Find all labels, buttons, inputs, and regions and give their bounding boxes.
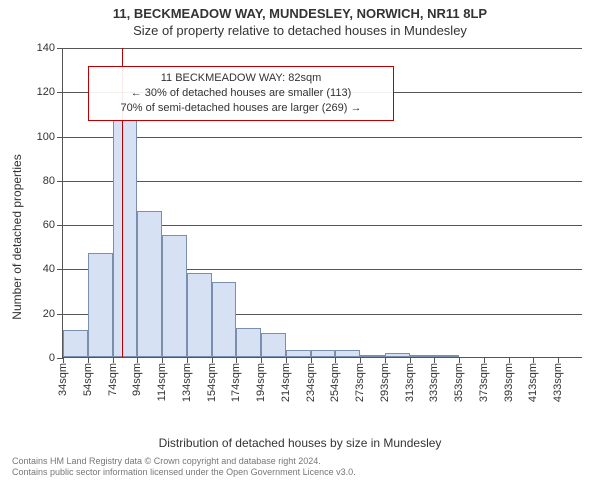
y-tick-label: 60 xyxy=(43,219,55,231)
footnote-line1: Contains HM Land Registry data © Crown c… xyxy=(12,456,588,467)
histogram-bar xyxy=(434,355,459,357)
x-tick-label: 214sqm xyxy=(280,363,292,402)
y-tick-label: 140 xyxy=(37,42,55,54)
footnote: Contains HM Land Registry data © Crown c… xyxy=(0,450,600,479)
x-tick-label: 353sqm xyxy=(453,363,465,402)
plot-area: 02040608010012014034sqm54sqm74sqm94sqm11… xyxy=(62,48,582,358)
histogram-bar xyxy=(236,328,261,357)
x-tick-label: 433sqm xyxy=(552,363,564,402)
y-tick-label: 120 xyxy=(37,86,55,98)
grid-line xyxy=(63,48,582,49)
page-title-line2: Size of property relative to detached ho… xyxy=(0,21,600,38)
y-tick xyxy=(57,48,63,49)
x-tick-label: 313sqm xyxy=(404,363,416,402)
x-tick-label: 54sqm xyxy=(82,363,94,396)
annotation-line: 70% of semi-detached houses are larger (… xyxy=(97,101,385,116)
x-tick-label: 34sqm xyxy=(57,363,69,396)
annotation-line: ← 30% of detached houses are smaller (11… xyxy=(97,86,385,101)
x-tick-label: 134sqm xyxy=(181,363,193,402)
histogram-bar xyxy=(88,253,113,357)
histogram-bar xyxy=(335,350,360,357)
histogram-bar xyxy=(410,355,435,357)
x-tick-label: 293sqm xyxy=(379,363,391,402)
histogram-bar xyxy=(261,333,286,357)
histogram-bar xyxy=(187,273,212,357)
x-tick-label: 393sqm xyxy=(503,363,515,402)
chart-container: Number of detached properties 0204060801… xyxy=(0,38,600,436)
y-tick-label: 80 xyxy=(43,175,55,187)
histogram-bar xyxy=(212,282,237,357)
grid-line xyxy=(63,137,582,138)
y-tick-label: 20 xyxy=(43,308,55,320)
x-tick-label: 94sqm xyxy=(131,363,143,396)
histogram-bar xyxy=(63,330,88,357)
x-axis-title: Distribution of detached houses by size … xyxy=(0,436,600,450)
y-tick xyxy=(57,181,63,182)
page-title-line1: 11, BECKMEADOW WAY, MUNDESLEY, NORWICH, … xyxy=(0,0,600,21)
histogram-bar xyxy=(360,355,385,357)
x-tick-label: 373sqm xyxy=(478,363,490,402)
x-tick-label: 74sqm xyxy=(107,363,119,396)
y-tick xyxy=(57,225,63,226)
histogram-bar xyxy=(162,235,187,357)
y-tick xyxy=(57,92,63,93)
x-tick-label: 413sqm xyxy=(527,363,539,402)
histogram-bar xyxy=(311,350,336,357)
x-tick-label: 273sqm xyxy=(354,363,366,402)
y-tick-label: 40 xyxy=(43,263,55,275)
x-tick-label: 154sqm xyxy=(206,363,218,402)
y-tick-label: 100 xyxy=(37,131,55,143)
histogram-bar xyxy=(286,350,311,357)
x-tick-label: 194sqm xyxy=(255,363,267,402)
y-tick-label: 0 xyxy=(49,352,55,364)
histogram-bar xyxy=(113,120,138,357)
histogram-bar xyxy=(385,353,410,357)
histogram-bar xyxy=(137,211,162,357)
annotation-box: 11 BECKMEADOW WAY: 82sqm← 30% of detache… xyxy=(88,66,394,121)
y-tick xyxy=(57,314,63,315)
x-tick-label: 174sqm xyxy=(230,363,242,402)
y-axis-title: Number of detached properties xyxy=(10,154,24,319)
annotation-line: 11 BECKMEADOW WAY: 82sqm xyxy=(97,71,385,86)
y-tick xyxy=(57,269,63,270)
footnote-line2: Contains public sector information licen… xyxy=(12,467,588,478)
y-tick xyxy=(57,137,63,138)
x-tick-label: 234sqm xyxy=(305,363,317,402)
x-tick-label: 114sqm xyxy=(156,363,168,401)
grid-line xyxy=(63,181,582,182)
x-tick-label: 254sqm xyxy=(329,363,341,402)
x-tick-label: 333sqm xyxy=(428,363,440,402)
